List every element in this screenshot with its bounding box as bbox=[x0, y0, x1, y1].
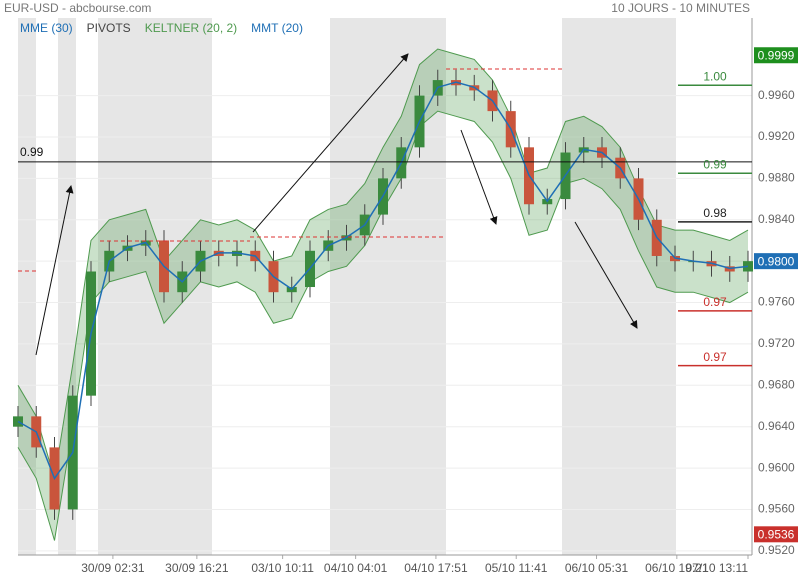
y-tick-label: 0.9600 bbox=[758, 460, 795, 474]
pivot-label: 0.99 bbox=[703, 157, 727, 171]
x-tick-label: 06/10 19:21 bbox=[645, 561, 709, 575]
y-tick-label: 0.9720 bbox=[758, 336, 795, 350]
x-tick-label: 03/10 10:11 bbox=[251, 561, 314, 575]
keltner-upper bbox=[17, 48, 749, 479]
x-tick-label: 07/10 13:11 bbox=[685, 561, 748, 575]
y-tick-label: 0.9920 bbox=[758, 129, 795, 143]
chart-subtitle: 10 JOURS - 10 MINUTES bbox=[611, 1, 750, 15]
legend-entry: MMT (20) bbox=[251, 21, 303, 35]
x-tick-label: 05/10 11:41 bbox=[485, 561, 548, 575]
pivot-label: 0.97 bbox=[703, 295, 727, 309]
price-tag-label: 0.9536 bbox=[758, 527, 795, 541]
arrow bbox=[574, 221, 638, 329]
chart-title: EUR-USD - abcbourse.com bbox=[4, 1, 151, 15]
mme-line bbox=[17, 81, 749, 481]
y-tick-label: 0.9880 bbox=[758, 171, 795, 185]
pivot-label: 1.00 bbox=[703, 69, 727, 83]
y-tick-label: 0.9960 bbox=[758, 88, 795, 102]
plot bbox=[13, 48, 753, 541]
x-tick-label: 06/10 05:31 bbox=[565, 561, 629, 575]
session-shade bbox=[18, 18, 36, 555]
price-tag-label: 0.9999 bbox=[758, 48, 795, 62]
x-tick-label: 04/10 04:01 bbox=[324, 561, 388, 575]
y-tick-label: 0.9760 bbox=[758, 295, 795, 309]
x-tick-label: 30/09 16:21 bbox=[165, 561, 229, 575]
sessions bbox=[18, 18, 676, 555]
pivot-dashes bbox=[18, 68, 562, 272]
y-tick-label: 0.9840 bbox=[758, 212, 795, 226]
pivot-label: 0.97 bbox=[703, 350, 727, 364]
price-tag-label: 0.9800 bbox=[758, 254, 795, 268]
y-tick-label: 0.9680 bbox=[758, 377, 795, 391]
legend-entry: KELTNER (20, 2) bbox=[145, 21, 237, 35]
arrow bbox=[35, 185, 74, 356]
session-shade bbox=[98, 18, 212, 555]
price-tag bbox=[754, 253, 798, 270]
price-tag bbox=[754, 526, 798, 543]
main-level-label: 0.99 bbox=[20, 145, 44, 159]
y-tick-label: 0.9560 bbox=[758, 502, 795, 516]
legend-entry: MME (30) bbox=[20, 21, 73, 35]
y-tick-label: 0.9520 bbox=[758, 543, 795, 557]
x-tick-label: 04/10 17:51 bbox=[404, 561, 468, 575]
price-tag bbox=[754, 47, 798, 64]
grid bbox=[18, 18, 753, 559]
arrow bbox=[252, 53, 409, 233]
pivot-label: 0.98 bbox=[703, 206, 727, 220]
arrow bbox=[460, 129, 498, 225]
arrows bbox=[35, 53, 638, 356]
legend-entry: PIVOTS bbox=[87, 21, 131, 35]
x-tick-label: 30/09 02:31 bbox=[81, 561, 145, 575]
y-tick-label: 0.9640 bbox=[758, 419, 795, 433]
